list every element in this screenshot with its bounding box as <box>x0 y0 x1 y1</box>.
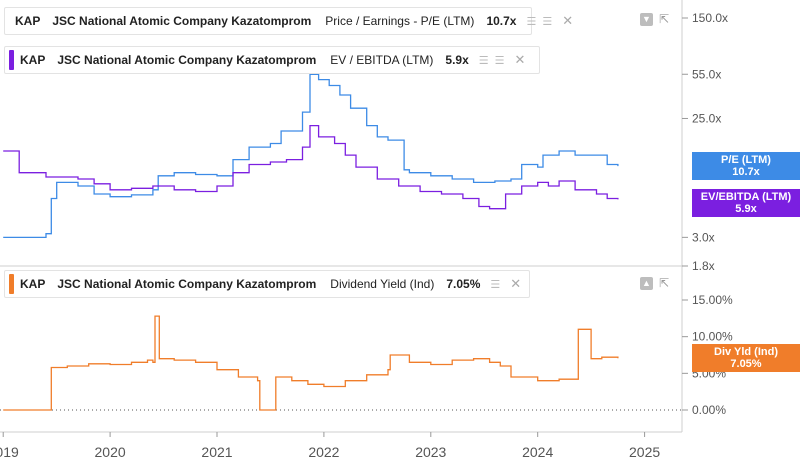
stack-icon[interactable]: ☰ <box>542 15 553 28</box>
pane-controls-top: ▼ ⇱ <box>640 12 669 26</box>
y-tick-label: 150.0x <box>692 11 728 25</box>
arrow-down-icon[interactable]: ▼ <box>640 12 653 26</box>
legend-ev-value: 5.9x <box>445 53 469 67</box>
legend-pe-ticker: KAP <box>15 14 41 28</box>
close-icon[interactable]: ✕ <box>514 52 526 67</box>
x-tick-label: 2021 <box>201 444 232 460</box>
y-tick-label: 25.0x <box>692 111 721 125</box>
y-tick-label: 10.00% <box>692 330 733 344</box>
price-tag-div-value: 7.05% <box>730 358 762 370</box>
y-tick-label: 15.00% <box>692 293 733 307</box>
close-icon[interactable]: ✕ <box>510 276 522 291</box>
x-tick-label: 2024 <box>522 444 553 460</box>
legend-div-ticker: KAP <box>20 277 46 291</box>
legend-pe[interactable]: KAP JSC National Atomic Company Kazatomp… <box>4 7 573 35</box>
price-tag-pe: P/E (LTM) 10.7x <box>692 152 800 180</box>
x-tick-label: 2020 <box>95 444 126 460</box>
x-tick-label: 2022 <box>308 444 339 460</box>
price-tag-ev-value: 5.9x <box>735 203 757 215</box>
series-line-0-0 <box>3 73 619 239</box>
price-tag-ev-label: EV/EBITDA (LTM) <box>700 191 792 203</box>
y-tick-label: 0.00% <box>692 403 726 417</box>
price-tag-pe-label: P/E (LTM) <box>721 154 771 166</box>
y-tick-label: 1.8x <box>692 259 715 273</box>
legend-dividend[interactable]: KAP JSC National Atomic Company Kazatomp… <box>4 270 530 298</box>
legend-div-value: 7.05% <box>446 277 481 291</box>
series-line-1-0 <box>3 315 619 411</box>
x-tick-label: 2025 <box>629 444 660 460</box>
legend-ev-metric: EV / EBITDA (LTM) <box>330 53 434 67</box>
expand-icon[interactable]: ⇱ <box>659 276 670 290</box>
price-tag-div-label: Div Yld (Ind) <box>714 346 778 358</box>
price-tag-pe-value: 10.7x <box>732 166 760 178</box>
expand-icon[interactable]: ⇱ <box>659 12 670 26</box>
x-tick-label: 2019 <box>0 444 19 460</box>
stack-icon[interactable]: ☰ <box>494 54 505 67</box>
pane-controls-bottom: ▲ ⇱ <box>640 276 669 290</box>
price-tag-div: Div Yld (Ind) 7.05% <box>692 344 800 372</box>
stack-icon[interactable]: ☰ <box>478 54 489 67</box>
arrow-up-icon[interactable]: ▲ <box>640 276 653 290</box>
legend-div-company: JSC National Atomic Company Kazatomprom <box>57 277 317 291</box>
legend-div-swatch <box>9 274 14 294</box>
legend-div-metric: Dividend Yield (Ind) <box>330 277 435 291</box>
legend-pe-metric: Price / Earnings - P/E (LTM) <box>325 14 475 28</box>
legend-ev-ebitda[interactable]: KAP JSC National Atomic Company Kazatomp… <box>4 46 540 74</box>
legend-ev-swatch <box>9 50 14 70</box>
y-tick-label: 3.0x <box>692 230 715 244</box>
price-tag-ev: EV/EBITDA (LTM) 5.9x <box>692 189 800 217</box>
close-icon[interactable]: ✕ <box>562 13 574 28</box>
legend-ev-company: JSC National Atomic Company Kazatomprom <box>57 53 317 67</box>
y-tick-label: 55.0x <box>692 67 721 81</box>
stack-icon[interactable]: ☰ <box>490 278 501 291</box>
legend-ev-ticker: KAP <box>20 53 46 67</box>
series-line-0-1 <box>3 124 619 210</box>
legend-pe-company: JSC National Atomic Company Kazatomprom <box>52 14 312 28</box>
legend-pe-value: 10.7x <box>486 14 517 28</box>
stack-icon[interactable]: ☰ <box>526 15 537 28</box>
x-tick-label: 2023 <box>415 444 446 460</box>
